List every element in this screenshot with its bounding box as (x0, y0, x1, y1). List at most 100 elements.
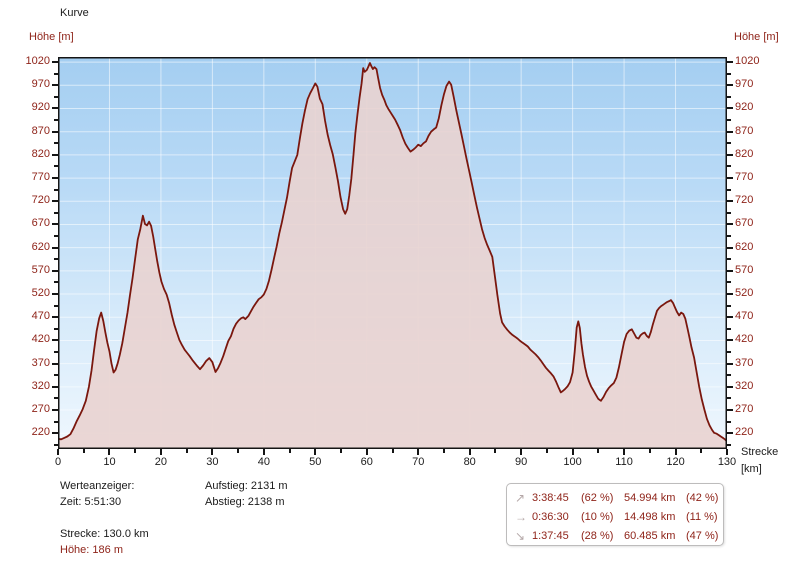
x-axis-tick-label: 0 (54, 456, 62, 468)
y-axis-major-tick (727, 107, 733, 110)
y-axis-tick-label-right: 770 (735, 171, 754, 184)
x-axis-tick-label: 100 (563, 456, 582, 468)
y-axis-minor-tick (727, 235, 731, 238)
x-axis-tick-label: 110 (615, 456, 633, 468)
x-axis-title-line2: [km] (741, 463, 762, 475)
y-axis-minor-tick (54, 165, 58, 168)
x-axis-minor-tick (185, 449, 188, 453)
plot-frame (58, 57, 727, 449)
y-axis-major-tick (727, 223, 733, 226)
y-axis-minor-tick (54, 374, 58, 377)
y-axis-tick-label: 920 (31, 101, 50, 114)
y-axis-tick-label: 420 (31, 333, 50, 346)
arrow-down-right-icon: ↘ (515, 528, 526, 543)
y-axis-tick-label-right: 970 (735, 78, 754, 91)
y-axis-minor-tick (54, 142, 58, 145)
time-stat: Zeit: 5:51:30 (60, 496, 122, 508)
y-axis-minor-tick (727, 420, 731, 423)
y-axis-minor-tick (727, 443, 731, 446)
y-axis-tick-label: 770 (31, 171, 50, 184)
y-axis-title-left: Höhe [m] (29, 31, 74, 43)
x-axis-minor-tick (391, 449, 394, 453)
elevation-chart[interactable] (58, 57, 727, 449)
y-axis-major-tick (727, 153, 733, 156)
y-axis-minor-tick (727, 72, 731, 75)
y-axis-tick-label: 320 (31, 379, 50, 392)
y-axis-minor-tick (727, 142, 731, 145)
y-axis-minor-tick (727, 374, 731, 377)
segment-distance-pct: (11 %) (686, 510, 718, 523)
x-axis-title-line1: Strecke (741, 446, 779, 458)
segment-time-pct: (10 %) (581, 510, 614, 523)
y-axis-tick-label-right: 570 (735, 263, 754, 276)
y-axis-minor-tick (54, 72, 58, 75)
segment-distance: 14.498 km (624, 510, 676, 523)
x-axis-minor-tick (545, 449, 548, 453)
y-axis-major-tick (52, 362, 58, 365)
x-axis-tick-label: 90 (515, 456, 528, 468)
y-axis-major-tick (52, 177, 58, 180)
y-axis-major-tick (52, 84, 58, 87)
y-axis-tick-label-right: 470 (735, 310, 754, 323)
y-axis-tick-label-right: 820 (735, 147, 754, 160)
arrow-right-icon: → (515, 509, 527, 524)
segment-distance: 60.485 km (624, 529, 676, 542)
segment-summary-box: ↗ 3:38:45 (62 %) 54.994 km (42 %) → 0:36… (506, 483, 724, 546)
y-axis-tick-label-right: 720 (735, 194, 754, 207)
segment-distance-pct: (42 %) (686, 491, 719, 504)
x-axis-minor-tick (700, 449, 703, 453)
x-axis-major-tick (468, 449, 471, 455)
y-axis-tick-label: 670 (31, 217, 50, 230)
y-axis-tick-label-right: 920 (735, 101, 754, 114)
x-axis-minor-tick (648, 449, 651, 453)
y-axis-major-tick (727, 84, 733, 87)
segment-time: 1:37:45 (532, 529, 569, 542)
y-axis-tick-label-right: 420 (735, 333, 754, 346)
y-axis-major-tick (52, 269, 58, 272)
y-axis-tick-label: 970 (31, 78, 50, 91)
y-axis-tick-label: 220 (31, 426, 50, 439)
x-axis-tick-label: 60 (360, 456, 373, 468)
y-axis-tick-label-right: 620 (735, 240, 754, 253)
x-axis-tick-label: 20 (154, 456, 168, 468)
elevation-chart-canvas[interactable] (58, 57, 727, 449)
segment-row-climb: ↗ 3:38:45 (62 %) 54.994 km (42 %) (515, 488, 719, 507)
y-axis-minor-tick (727, 304, 731, 307)
y-axis-tick-label-right: 370 (735, 356, 754, 369)
x-axis-minor-tick (597, 449, 600, 453)
y-axis-major-tick (52, 153, 58, 156)
x-axis-tick-label: 30 (206, 456, 219, 468)
y-axis-minor-tick (54, 443, 58, 446)
y-axis-major-tick (727, 385, 733, 388)
y-axis-major-tick (52, 409, 58, 412)
segment-distance-pct: (47 %) (686, 529, 719, 542)
y-axis-tick-label: 470 (31, 310, 50, 323)
y-axis-minor-tick (54, 397, 58, 400)
y-axis-minor-tick (727, 165, 731, 168)
y-axis-minor-tick (727, 397, 731, 400)
x-axis-minor-tick (237, 449, 240, 453)
x-axis-major-tick (520, 449, 523, 455)
descent-stat: Abstieg: 2138 m (205, 496, 285, 508)
y-axis-major-tick (52, 107, 58, 110)
y-axis-major-tick (727, 200, 733, 203)
x-axis-tick-label: 130 (717, 456, 737, 468)
elevation-area (58, 63, 727, 449)
y-axis-tick-label-right: 270 (735, 403, 754, 416)
x-axis-tick-label: 70 (412, 456, 425, 468)
page-title: Kurve (60, 7, 89, 19)
y-axis-tick-label-right: 220 (735, 426, 754, 439)
y-axis-minor-tick (727, 188, 731, 191)
x-axis-minor-tick (442, 449, 445, 453)
y-axis-minor-tick (54, 281, 58, 284)
distance-stat: Strecke: 130.0 km (60, 528, 149, 540)
y-axis-tick-label-right: 1020 (735, 55, 760, 68)
y-axis-minor-tick (727, 281, 731, 284)
y-axis-minor-tick (54, 258, 58, 261)
y-axis-tick-label-right: 670 (735, 217, 754, 230)
y-axis-major-tick (52, 385, 58, 388)
x-axis-major-tick (108, 449, 111, 455)
height-stat: Höhe: 186 m (60, 544, 123, 556)
y-axis-major-tick (727, 339, 733, 342)
y-axis-tick-label: 1020 (25, 55, 50, 68)
